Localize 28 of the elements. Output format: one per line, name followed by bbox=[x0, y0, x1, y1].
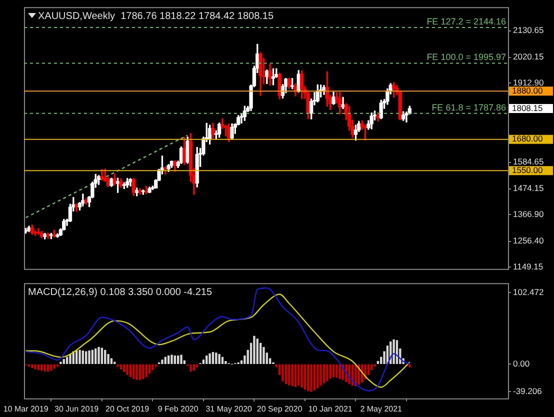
x-tick-label: 10 Jan 2021 bbox=[308, 404, 353, 414]
y-tick-label: 1149.15 bbox=[513, 262, 544, 272]
ref-line-label: 1680.00 bbox=[512, 134, 543, 144]
x-tick-label: 31 May 2020 bbox=[206, 404, 253, 414]
x-tick-label: 9 Feb 2020 bbox=[158, 404, 199, 414]
chart-title: XAUUSD,Weekly 1786.76 1818.22 1784.42 1808.15 bbox=[38, 10, 274, 22]
y-tick-label: 1366.90 bbox=[513, 209, 544, 220]
ref-line-label: 1880.00 bbox=[512, 86, 543, 96]
y-tick-label: 1474.15 bbox=[513, 183, 544, 194]
chart-title: MACD(12,26,9) 0.108 3.350 0.000 -4.215 bbox=[28, 286, 212, 298]
y-tick-label: -39.206 bbox=[513, 386, 542, 396]
y-tick-label: 0.00 bbox=[513, 358, 530, 369]
y-tick-label: 1256.40 bbox=[513, 236, 544, 246]
y-tick-label: 1584.65 bbox=[513, 156, 544, 167]
x-tick-label: 20 Sep 2020 bbox=[256, 404, 303, 414]
text: 1808.15 bbox=[512, 102, 543, 113]
ref-line-label: FE 61.8 = 1787.86 bbox=[432, 102, 506, 112]
ref-line-label: FE 100.0 = 1995.97 bbox=[426, 52, 506, 62]
ref-line-label: FE 127.2 = 2144.16 bbox=[426, 16, 506, 27]
y-tick-label: 2020.15 bbox=[513, 52, 544, 62]
y-tick-label: 1912.90 bbox=[513, 78, 544, 88]
x-tick-label: 10 Mar 2019 bbox=[3, 404, 49, 414]
x-tick-label: 2 May 2021 bbox=[360, 404, 403, 414]
y-tick-label: 102.472 bbox=[513, 286, 544, 297]
x-tick-label: 30 Jun 2019 bbox=[54, 404, 100, 414]
y-tick-label: 2130.65 bbox=[513, 25, 544, 36]
x-tick-label: 20 Oct 2019 bbox=[106, 404, 150, 414]
ref-line-label: 1550.00 bbox=[512, 164, 543, 175]
